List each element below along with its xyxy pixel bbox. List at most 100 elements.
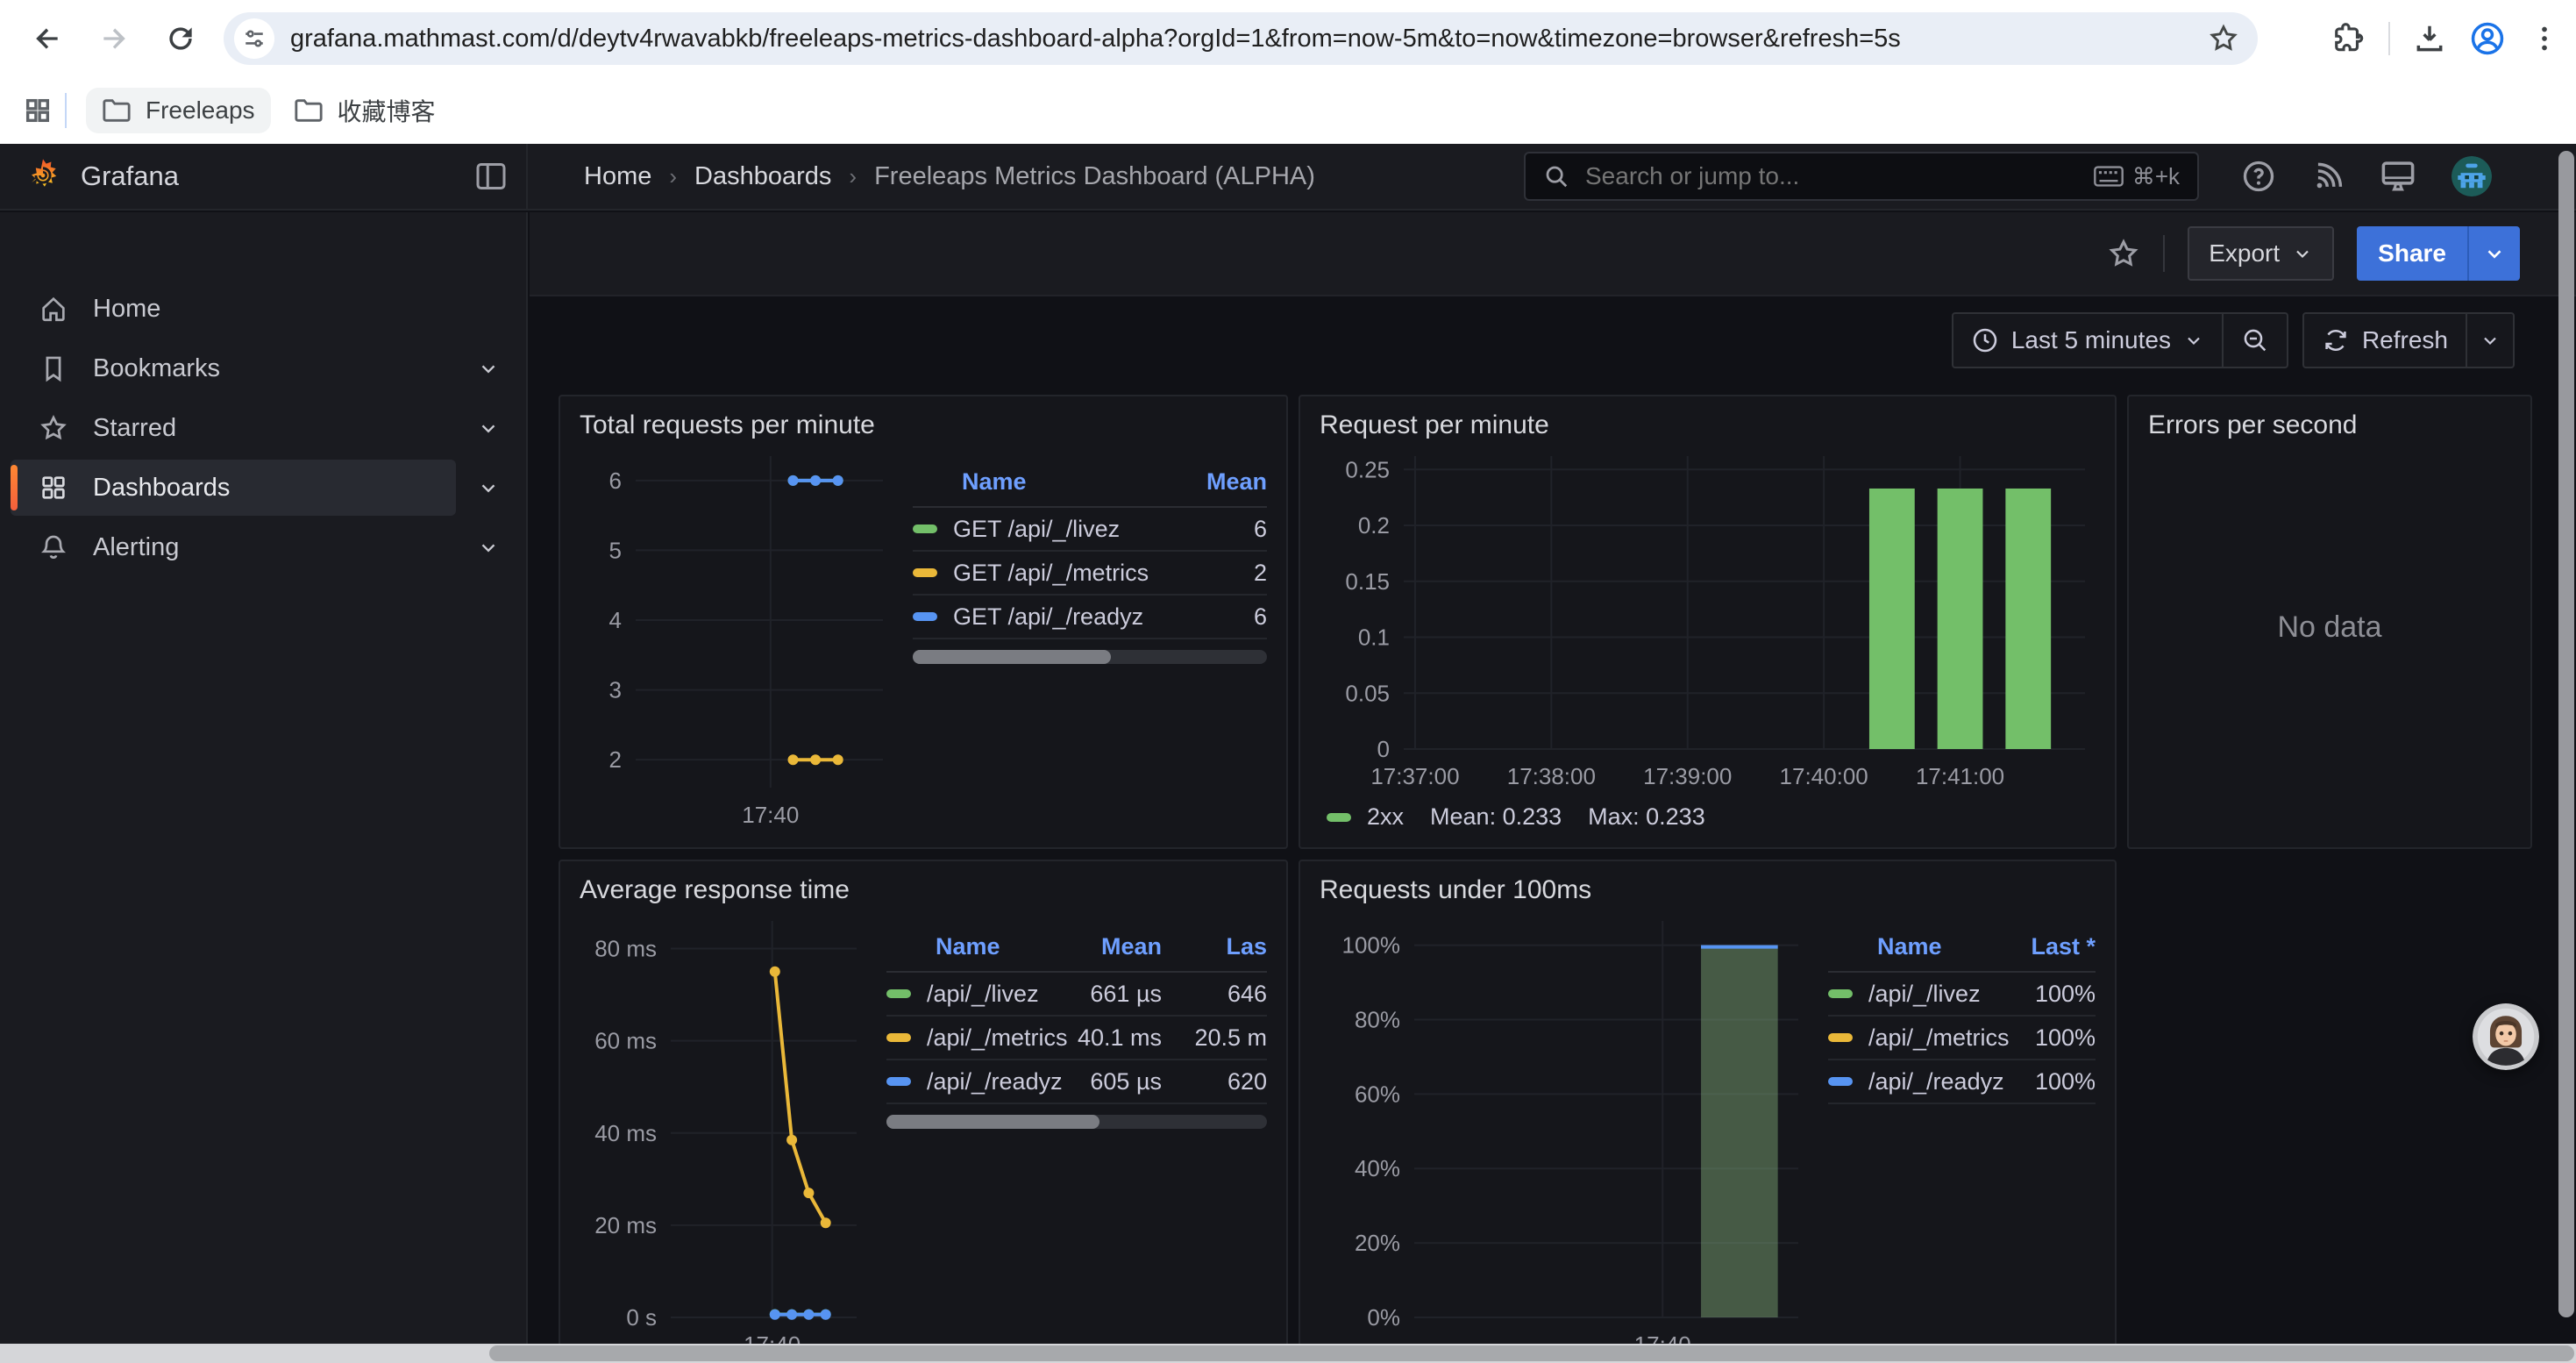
time-range-picker[interactable]: Last 5 minutes bbox=[1953, 314, 2222, 367]
page-horizontal-scrollbar[interactable] bbox=[0, 1344, 2576, 1363]
profile-icon[interactable] bbox=[2469, 20, 2506, 57]
favorite-star-icon[interactable] bbox=[2107, 237, 2140, 270]
legend-row[interactable]: /api/_/readyz 100% bbox=[1828, 1060, 2096, 1104]
page-vertical-scrollbar[interactable] bbox=[2558, 147, 2574, 1337]
bookmark-star-icon[interactable] bbox=[2207, 22, 2240, 55]
series-swatch bbox=[913, 568, 937, 577]
series-label[interactable]: /api/_/livez bbox=[886, 981, 1057, 1008]
panel-errors-per-second[interactable]: Errors per second No data bbox=[2127, 395, 2532, 849]
panel-avg-response-time[interactable]: Average response time 0 s 20 ms 40 ms 60 ms… bbox=[559, 860, 1288, 1363]
star-icon bbox=[39, 413, 68, 443]
user-avatar[interactable] bbox=[2451, 156, 2492, 196]
series-label[interactable]: GET /api/_/metrics bbox=[913, 560, 1162, 587]
panel-request-per-minute[interactable]: Request per minute 0 0.05 0.1 0.15 0.2 0.25 17… bbox=[1299, 395, 2117, 849]
sidebar-item-label: Home bbox=[93, 294, 161, 323]
assistant-avatar[interactable] bbox=[2473, 1003, 2539, 1070]
browser-forward-button[interactable] bbox=[86, 11, 142, 67]
help-icon[interactable] bbox=[2241, 159, 2276, 194]
panel-under-100ms[interactable]: Requests under 100ms 0% 20% 40% 60% 80% 100% 1… bbox=[1299, 860, 2117, 1363]
series-label[interactable]: /api/_/readyz bbox=[1828, 1068, 2004, 1095]
series-label[interactable]: /api/_/metrics bbox=[1828, 1024, 2010, 1052]
browser-menu-icon[interactable] bbox=[2529, 23, 2560, 54]
sidebar-collapse-icon[interactable] bbox=[475, 161, 507, 191]
kiosk-monitor-icon[interactable] bbox=[2380, 159, 2416, 194]
legend-row[interactable]: /api/_/livez 661 µs 646 bbox=[886, 973, 1267, 1017]
bookmark-folder-blogs[interactable]: 收藏博客 bbox=[278, 84, 452, 137]
panel-title[interactable]: Total requests per minute bbox=[580, 410, 875, 439]
sidebar-item-bookmarks[interactable]: Bookmarks bbox=[0, 339, 526, 398]
chart-svg[interactable]: 0 0.05 0.1 0.15 0.2 0.25 17:37:00 17:38:00 17:39… bbox=[1320, 447, 2097, 791]
series-label[interactable]: /api/_/livez bbox=[1828, 981, 1990, 1008]
extensions-icon[interactable] bbox=[2332, 22, 2366, 55]
breadcrumb-dashboards[interactable]: Dashboards bbox=[694, 161, 832, 190]
panel-title[interactable]: Requests under 100ms bbox=[1320, 875, 1592, 904]
svg-text:2: 2 bbox=[609, 746, 622, 773]
svg-text:17:40: 17:40 bbox=[742, 802, 799, 828]
refresh-button[interactable]: Refresh bbox=[2304, 314, 2466, 367]
breadcrumb-home[interactable]: Home bbox=[584, 161, 652, 190]
legend-col-header[interactable]: Mean bbox=[1100, 933, 1162, 960]
request-per-minute-chart[interactable]: 0 0.05 0.1 0.15 0.2 0.25 17:37:00 17:38:00 17:39… bbox=[1320, 447, 2097, 791]
legend-col-header[interactable]: Name bbox=[962, 468, 1027, 495]
chart-svg[interactable]: 2 3 4 5 6 17:40 bbox=[580, 447, 895, 830]
export-button[interactable]: Export bbox=[2188, 226, 2335, 281]
zoom-out-icon bbox=[2244, 329, 2266, 352]
series-label[interactable]: GET /api/_/readyz bbox=[913, 603, 1162, 631]
legend-row[interactable]: GET /api/_/readyz 6 bbox=[913, 596, 1267, 639]
legend-row[interactable]: /api/_/readyz 605 µs 620 bbox=[886, 1060, 1267, 1104]
sidebar-item-dashboards[interactable]: Dashboards bbox=[0, 458, 526, 517]
legend-row[interactable]: GET /api/_/livez 6 bbox=[913, 508, 1267, 552]
legend-row[interactable]: /api/_/metrics 100% bbox=[1828, 1017, 2096, 1060]
refresh-interval-button[interactable] bbox=[2467, 314, 2513, 367]
share-button[interactable]: Share bbox=[2357, 226, 2467, 281]
panel-title[interactable]: Request per minute bbox=[1320, 410, 1549, 439]
browser-back-button[interactable] bbox=[19, 11, 75, 67]
sidebar-item-home[interactable]: Home bbox=[0, 279, 526, 339]
bookmark-folder-freeleaps[interactable]: Freeleaps bbox=[86, 88, 271, 133]
panel-total-requests[interactable]: Total requests per minute 2 3 4 5 6 17:40 Nam… bbox=[559, 395, 1288, 849]
panel-title[interactable]: Average response time bbox=[580, 875, 850, 904]
url-bar[interactable]: grafana.mathmast.com/d/deytv4rwavabkb/fr… bbox=[224, 12, 2258, 65]
legend-row[interactable]: GET /api/_/metrics 2 bbox=[913, 552, 1267, 596]
legend-row[interactable]: /api/_/livez 100% bbox=[1828, 973, 2096, 1017]
legend-line[interactable]: 2xx Mean: 0.233 Max: 0.233 bbox=[1320, 803, 2096, 831]
legend-col-header[interactable]: Last * bbox=[2031, 933, 2096, 960]
legend-col-header[interactable]: Name bbox=[1877, 933, 1942, 960]
sidebar-item-starred[interactable]: Starred bbox=[0, 398, 526, 458]
total-requests-chart[interactable]: 2 3 4 5 6 17:40 bbox=[580, 447, 895, 830]
dashboard-actions: Export Share bbox=[530, 212, 2576, 296]
legend-col-header[interactable]: Las bbox=[1226, 933, 1267, 960]
grafana-logo[interactable] bbox=[25, 157, 61, 196]
chart-svg[interactable]: 0%20%40%60%80%100%17:40 bbox=[1320, 912, 1811, 1359]
series-name[interactable]: 2xx bbox=[1367, 803, 1405, 830]
panel-title[interactable]: Errors per second bbox=[2148, 410, 2358, 439]
downloads-icon[interactable] bbox=[2413, 22, 2446, 55]
legend-scrollbar[interactable] bbox=[886, 1115, 1267, 1129]
chevron-down-icon[interactable] bbox=[477, 417, 500, 439]
svg-text:40%: 40% bbox=[1355, 1155, 1400, 1181]
series-swatch bbox=[1828, 1077, 1853, 1086]
legend-scrollbar[interactable] bbox=[913, 650, 1267, 664]
news-rss-icon[interactable] bbox=[2311, 160, 2345, 193]
chevron-down-icon[interactable] bbox=[477, 476, 500, 499]
chevron-down-icon[interactable] bbox=[477, 357, 500, 380]
share-menu-button[interactable] bbox=[2467, 226, 2520, 281]
url-text[interactable]: grafana.mathmast.com/d/deytv4rwavabkb/fr… bbox=[290, 24, 1901, 53]
legend-col-header[interactable]: Mean bbox=[1206, 468, 1267, 495]
sidebar-item-alerting[interactable]: Alerting bbox=[0, 517, 526, 577]
legend-row[interactable]: /api/_/metrics 40.1 ms 20.5 m bbox=[886, 1017, 1267, 1060]
browser-reload-button[interactable] bbox=[153, 11, 209, 67]
series-label[interactable]: /api/_/metrics bbox=[886, 1024, 1068, 1052]
search-placeholder[interactable] bbox=[1583, 161, 2094, 191]
under-100ms-chart[interactable]: 0%20%40%60%80%100%17:40 bbox=[1320, 912, 1811, 1359]
legend-col-header[interactable]: Name bbox=[936, 933, 1000, 960]
series-label[interactable]: /api/_/readyz bbox=[886, 1068, 1063, 1095]
apps-grid-icon[interactable] bbox=[23, 96, 53, 125]
chevron-down-icon[interactable] bbox=[477, 536, 500, 559]
site-settings-icon[interactable] bbox=[234, 18, 274, 59]
search-input[interactable]: ⌘+k bbox=[1524, 152, 2199, 201]
zoom-out-button[interactable] bbox=[2224, 314, 2287, 367]
series-label[interactable]: GET /api/_/livez bbox=[913, 516, 1162, 543]
